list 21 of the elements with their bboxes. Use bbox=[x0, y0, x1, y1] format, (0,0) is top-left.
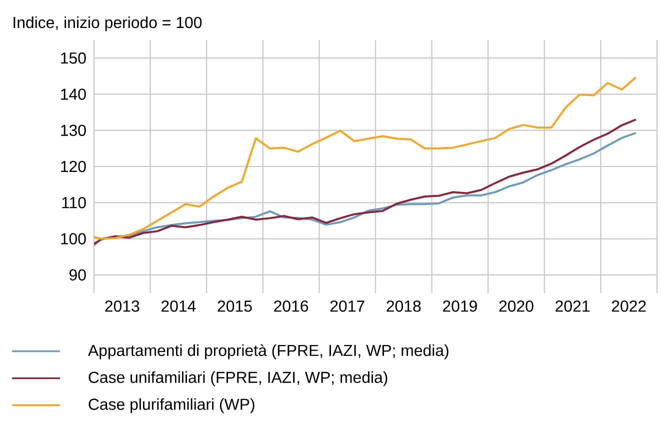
x-tick-label: 2019 bbox=[443, 300, 477, 312]
x-tick-label: 2021 bbox=[556, 300, 590, 312]
y-tick-label: 150 bbox=[61, 52, 86, 64]
x-tick-label: 2022 bbox=[612, 300, 646, 312]
x-tick-label: 2020 bbox=[499, 300, 534, 312]
y-tick-label: 140 bbox=[61, 88, 86, 100]
x-tick-label: 2014 bbox=[162, 300, 196, 312]
legend-label: Case unifamiliari (FPRE, IAZI, WP; media) bbox=[88, 371, 388, 386]
y-tick-label: 130 bbox=[61, 124, 86, 136]
y-axis-title: Indice, inizio periodo = 100 bbox=[14, 16, 202, 32]
y-tick-label: 90 bbox=[70, 269, 86, 281]
x-tick-label: 2013 bbox=[105, 300, 140, 312]
legend-label: Case plurifamiliari (WP) bbox=[88, 398, 254, 414]
x-tick-label: 2015 bbox=[218, 300, 252, 312]
y-tick-label: 100 bbox=[61, 233, 86, 244]
x-tick-label: 2017 bbox=[330, 300, 364, 312]
legend-label: Appartamenti di proprietà (FPRE, IAZI, WP; media) bbox=[88, 344, 448, 360]
y-tick-label: 120 bbox=[61, 160, 86, 172]
y-tick-label: 110 bbox=[62, 197, 86, 208]
x-tick-label: 2018 bbox=[386, 300, 421, 312]
x-tick-label: 2016 bbox=[274, 300, 308, 312]
